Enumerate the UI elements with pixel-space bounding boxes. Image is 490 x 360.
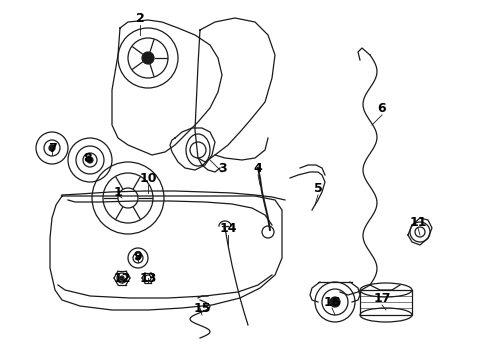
Text: 14: 14: [219, 221, 237, 234]
Text: 10: 10: [139, 171, 157, 185]
Text: 3: 3: [218, 162, 226, 175]
Text: 15: 15: [193, 302, 211, 315]
Text: 16: 16: [323, 296, 341, 309]
Circle shape: [120, 276, 124, 280]
Text: 6: 6: [378, 102, 386, 114]
Text: 9: 9: [134, 249, 142, 262]
Text: 5: 5: [314, 181, 322, 194]
Circle shape: [142, 52, 154, 64]
Circle shape: [136, 256, 140, 260]
Circle shape: [330, 297, 340, 307]
Text: 11: 11: [409, 216, 427, 229]
Circle shape: [49, 145, 55, 151]
Text: 7: 7: [48, 141, 56, 154]
Text: 12: 12: [113, 271, 131, 284]
Text: 8: 8: [84, 152, 92, 165]
Circle shape: [87, 157, 93, 163]
Text: 17: 17: [373, 292, 391, 305]
Text: 2: 2: [136, 12, 145, 24]
Text: 1: 1: [114, 185, 122, 198]
Text: 4: 4: [254, 162, 262, 175]
Text: 13: 13: [139, 271, 157, 284]
